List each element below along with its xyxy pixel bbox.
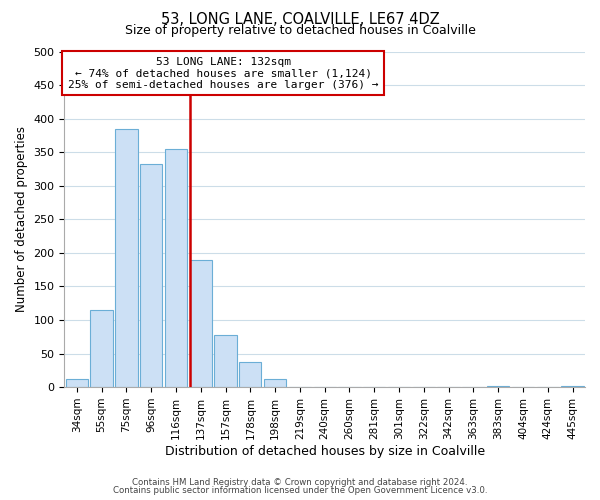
Bar (214, 336, 236, 387)
Text: Contains public sector information licensed under the Open Government Licence v3: Contains public sector information licen… (113, 486, 487, 495)
Text: Size of property relative to detached houses in Coalville: Size of property relative to detached ho… (125, 24, 475, 37)
Bar (487, 386, 509, 387)
Bar (91, 310, 113, 387)
Bar (190, 260, 212, 387)
Text: 53 LONG LANE: 132sqm
← 74% of detached houses are smaller (1,124)
25% of semi-de: 53 LONG LANE: 132sqm ← 74% of detached h… (68, 56, 379, 90)
Bar (562, 386, 584, 387)
Bar (115, 128, 137, 387)
Bar (264, 379, 286, 387)
Bar (65, 379, 88, 387)
Y-axis label: Number of detached properties: Number of detached properties (15, 126, 28, 312)
X-axis label: Distribution of detached houses by size in Coalville: Distribution of detached houses by size … (164, 444, 485, 458)
Text: 53, LONG LANE, COALVILLE, LE67 4DZ: 53, LONG LANE, COALVILLE, LE67 4DZ (161, 12, 439, 26)
Text: Contains HM Land Registry data © Crown copyright and database right 2024.: Contains HM Land Registry data © Crown c… (132, 478, 468, 487)
Bar (165, 150, 187, 387)
Bar (239, 362, 262, 387)
Bar (140, 164, 163, 387)
